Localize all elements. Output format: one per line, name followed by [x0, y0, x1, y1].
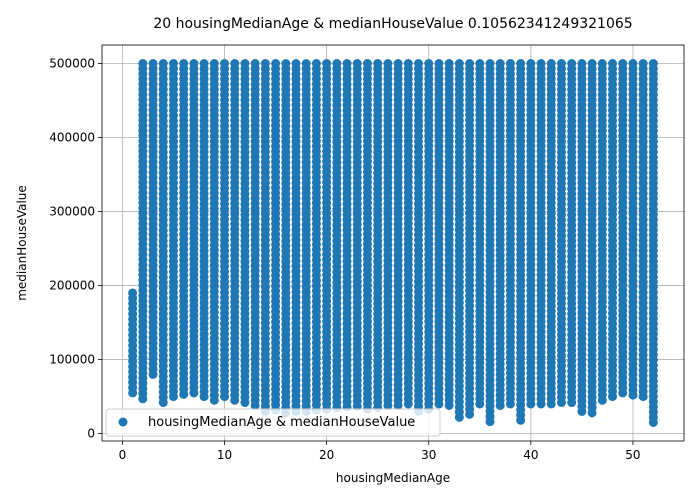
legend-marker — [118, 417, 128, 427]
legend-box — [105, 408, 441, 437]
data-point — [281, 59, 291, 69]
data-point — [597, 59, 607, 69]
data-point — [414, 59, 424, 69]
data-point — [608, 59, 618, 69]
data-point — [260, 59, 270, 69]
data-point — [250, 59, 260, 69]
data-point — [505, 59, 515, 69]
plot-area — [102, 45, 684, 441]
data-point — [638, 59, 648, 69]
data-point — [240, 59, 250, 69]
data-point — [465, 59, 475, 69]
data-point — [495, 59, 505, 69]
data-point — [301, 59, 311, 69]
chart-title: 20 housingMedianAge & medianHouseValue 0… — [153, 16, 632, 32]
data-point — [546, 59, 556, 69]
data-point — [189, 59, 199, 69]
data-point — [138, 59, 148, 69]
data-point — [567, 59, 577, 69]
x-tick-label: 50 — [625, 448, 640, 462]
data-point — [536, 59, 546, 69]
data-point — [209, 59, 219, 69]
data-point — [628, 59, 638, 69]
data-point — [434, 59, 444, 69]
data-point — [148, 59, 158, 69]
data-point — [230, 59, 240, 69]
data-point — [516, 59, 526, 69]
data-point — [220, 59, 230, 69]
y-axis-label: medianHouseValue — [15, 185, 29, 301]
data-point — [587, 59, 597, 69]
data-point — [648, 59, 658, 69]
data-point — [393, 59, 403, 69]
x-tick-label: 30 — [421, 448, 436, 462]
data-point — [454, 59, 464, 69]
data-point — [383, 59, 393, 69]
data-point — [485, 59, 495, 69]
data-point — [168, 59, 178, 69]
scatter-points — [128, 59, 658, 427]
data-point — [556, 59, 566, 69]
data-point — [352, 59, 362, 69]
data-point — [179, 59, 189, 69]
data-point — [373, 59, 383, 69]
data-point — [311, 59, 321, 69]
plot-frame — [101, 44, 685, 442]
data-point — [444, 59, 454, 69]
data-point — [158, 59, 168, 69]
legend-label: housingMedianAge & medianHouseValue — [148, 415, 415, 430]
y-tick-label: 100000 — [49, 353, 95, 367]
x-axis-label: housingMedianAge — [336, 471, 450, 485]
x-tick-label: 10 — [217, 448, 232, 462]
data-point — [291, 59, 301, 69]
y-tick-label: 300000 — [49, 205, 95, 219]
x-tick-label: 20 — [319, 448, 334, 462]
data-point — [332, 59, 342, 69]
data-point — [577, 59, 587, 69]
y-tick-label: 0 — [87, 427, 95, 441]
data-point — [322, 59, 332, 69]
data-point — [403, 59, 413, 69]
y-tick-label: 400000 — [49, 131, 95, 145]
data-point — [362, 59, 372, 69]
data-point — [424, 59, 434, 69]
data-point — [475, 59, 485, 69]
data-point — [128, 288, 138, 298]
data-point — [271, 59, 281, 69]
legend: housingMedianAge & medianHouseValue — [105, 408, 441, 437]
data-point — [342, 59, 352, 69]
data-point — [526, 59, 536, 69]
y-axis: 0 100000 200000 300000 400000 500000 — [49, 57, 102, 441]
x-tick-label: 40 — [523, 448, 538, 462]
x-tick-label: 0 — [119, 448, 127, 462]
x-axis: 0 10 20 30 40 50 — [119, 441, 641, 462]
data-point — [618, 59, 628, 69]
y-tick-label: 500000 — [49, 57, 95, 71]
data-point — [199, 59, 209, 69]
y-tick-label: 200000 — [49, 279, 95, 293]
